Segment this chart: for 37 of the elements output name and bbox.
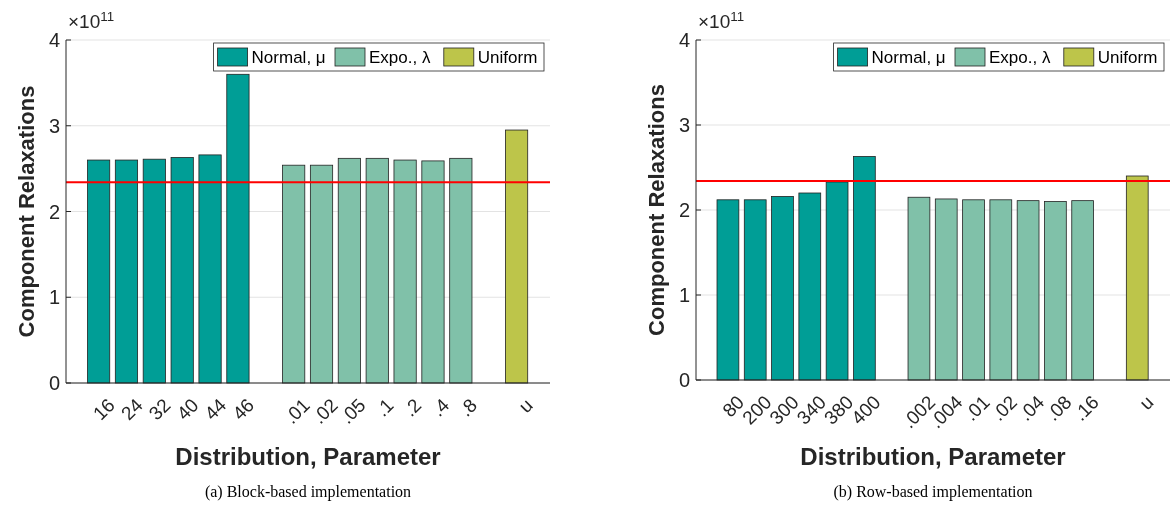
y-tick-label: 4 bbox=[678, 29, 690, 51]
x-axis-title: Distribution, Parameter bbox=[175, 443, 441, 470]
y-tick-label: 1 bbox=[678, 284, 690, 306]
legend-label: Expo., λ bbox=[369, 47, 431, 67]
x-tick-label: u bbox=[514, 394, 537, 417]
y-tick-label: 0 bbox=[678, 369, 690, 391]
x-tick-label: 46 bbox=[228, 394, 259, 425]
x-tick-label: 44 bbox=[200, 394, 231, 425]
x-tick-label: .1 bbox=[371, 394, 398, 421]
text: ×10$^{11}$ bbox=[68, 8, 115, 32]
y-tick-label: 4 bbox=[48, 29, 60, 51]
x-tick-label: 16 bbox=[89, 394, 119, 425]
y-tick-label: 2 bbox=[678, 199, 690, 221]
legend-label: Uniform bbox=[1097, 47, 1158, 67]
legend-label: Uniform bbox=[477, 47, 538, 67]
legend-label: Expo., λ bbox=[989, 47, 1051, 67]
text: ×10$^{11}$ bbox=[698, 8, 745, 32]
x-axis-title: Distribution, Parameter bbox=[800, 443, 1066, 470]
y-tick-label: 1 bbox=[48, 286, 60, 309]
y-tick-label: 3 bbox=[48, 114, 60, 137]
x-tick-label: .01 bbox=[280, 394, 314, 428]
y-tick-label: 3 bbox=[678, 114, 690, 136]
y-tick-label: 2 bbox=[48, 200, 60, 223]
legend-label: Normal, μ bbox=[871, 47, 946, 67]
x-tick-label: 32 bbox=[144, 394, 175, 425]
x-tick-label: .2 bbox=[399, 394, 426, 421]
x-tick-label: 24 bbox=[116, 394, 147, 425]
x-tick-label: .4 bbox=[427, 394, 454, 421]
text: (b) Row-based implementation bbox=[833, 483, 1033, 501]
y-axis-title: Component Relaxations bbox=[14, 85, 39, 338]
legend-label: Normal, μ bbox=[251, 47, 326, 67]
x-tick-label: .8 bbox=[455, 394, 482, 421]
x-tick-label: 40 bbox=[172, 394, 203, 425]
y-tick-label: 0 bbox=[48, 372, 60, 394]
y-axis-title: Component Relaxations bbox=[644, 84, 669, 336]
x-tick-label: u bbox=[1135, 391, 1158, 414]
text: (a) Block-based implementation bbox=[204, 483, 412, 501]
